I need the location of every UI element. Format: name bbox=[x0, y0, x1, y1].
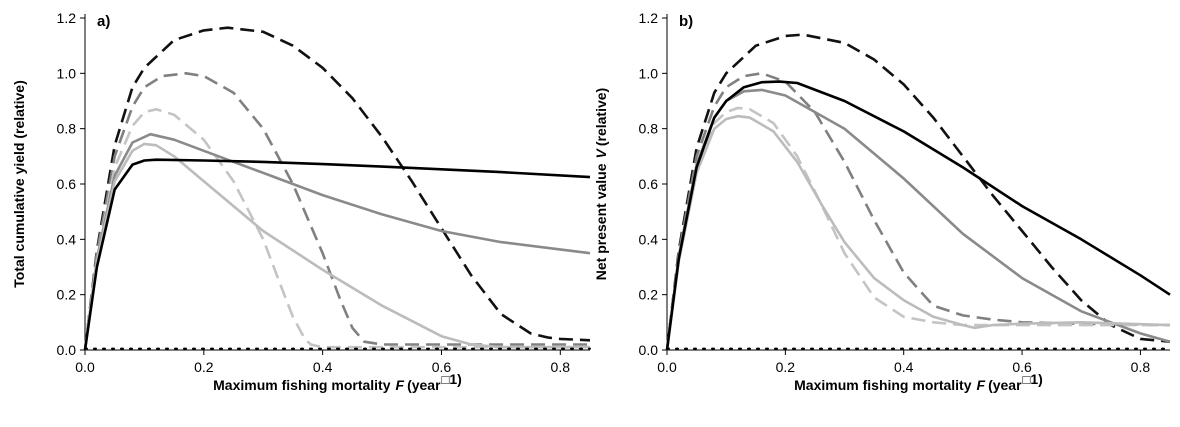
x-axis-title-unit: (year bbox=[407, 377, 441, 393]
x-tick-label: 0.0 bbox=[75, 359, 95, 375]
x-axis-title-text: Maximum fishing mortality bbox=[794, 377, 972, 393]
x-tick-label: 0.2 bbox=[194, 359, 214, 375]
series-line-solid-black bbox=[83, 158, 591, 351]
x-tick-label: 0.0 bbox=[657, 359, 677, 375]
y-tick-label: 1.0 bbox=[57, 65, 77, 81]
x-axis-title-unit: (year bbox=[988, 377, 1022, 393]
panel-label: a) bbox=[97, 13, 110, 30]
y-tick-label: 1.2 bbox=[57, 10, 77, 26]
y-axis-title: Total cumulative yield (relative) bbox=[11, 80, 27, 287]
series-line-dashed-dark-grey bbox=[83, 72, 590, 351]
y-tick-label: 1.0 bbox=[639, 65, 659, 81]
missing-glyph-box: □ bbox=[442, 372, 450, 387]
series-line-solid-black bbox=[665, 80, 1171, 351]
y-tick-label: 0.4 bbox=[57, 231, 77, 247]
y-axis-title: Net present value V(relative) bbox=[593, 88, 609, 280]
x-tick-label: 0.4 bbox=[894, 359, 914, 375]
x-tick-label: 0.6 bbox=[1012, 359, 1032, 375]
series-line-solid-light-grey bbox=[83, 142, 590, 351]
y-axis-title-text: Total cumulative yield (relative) bbox=[11, 80, 27, 287]
x-axis-title: Maximum fishing mortality F (year□1) bbox=[213, 371, 462, 393]
panel-b: 0.0 0.2 0.4 0.6 0.8 1.0 1.2 0.0 0.2 0.4 0.6 0.8 b) Ne… bbox=[593, 10, 1171, 393]
y-tick-label: 0.8 bbox=[639, 121, 659, 137]
x-axis-title: Maximum fishing mortality F (year□1) bbox=[794, 371, 1043, 393]
x-tick-label: 0.8 bbox=[551, 359, 571, 375]
missing-glyph-box: □ bbox=[1023, 372, 1031, 387]
y-axis-title-text: Net present value bbox=[593, 163, 609, 280]
x-axis-title-unit-tail: 1) bbox=[449, 371, 461, 387]
series-line-dashed-light-grey bbox=[83, 108, 590, 351]
x-tick-label: 0.6 bbox=[432, 359, 452, 375]
x-tick-label: 0.4 bbox=[313, 359, 333, 375]
x-tick-label: 0.2 bbox=[776, 359, 796, 375]
series-line-dashed-light-grey bbox=[665, 106, 1170, 351]
y-axis-title-tail: (relative) bbox=[593, 88, 609, 146]
y-axis-title-symbol: V bbox=[593, 147, 609, 158]
x-tick-label: 0.8 bbox=[1131, 359, 1151, 375]
y-tick-label: 0.6 bbox=[639, 176, 659, 192]
y-tick-label: 0.0 bbox=[639, 342, 659, 358]
series-line-solid-dark-grey bbox=[83, 132, 591, 351]
y-tick-label: 0.8 bbox=[57, 121, 77, 137]
panel-label: b) bbox=[679, 13, 693, 30]
series-line-solid-light-grey bbox=[665, 114, 1171, 351]
y-tick-label: 0.2 bbox=[57, 287, 77, 303]
series-line-dashed-black bbox=[83, 26, 591, 351]
y-tick-label: 0.0 bbox=[57, 342, 77, 358]
x-axis-title-unit-tail: 1) bbox=[1030, 371, 1042, 387]
y-tick-label: 0.2 bbox=[639, 287, 659, 303]
panel-a: 0.0 0.2 0.4 0.6 0.8 1.0 1.2 0.0 0.2 0.4 0.6 0.8 a) To… bbox=[11, 10, 591, 393]
series-line-dashed-black bbox=[665, 33, 1171, 351]
x-axis-title-symbol: F bbox=[977, 377, 986, 393]
series-line-dashed-dark-grey bbox=[665, 72, 1171, 351]
y-tick-label: 0.4 bbox=[639, 231, 659, 247]
x-axis-title-symbol: F bbox=[396, 377, 405, 393]
x-axis-title-text: Maximum fishing mortality bbox=[213, 377, 391, 393]
y-tick-label: 0.6 bbox=[57, 176, 77, 192]
y-tick-label: 1.2 bbox=[639, 10, 659, 26]
